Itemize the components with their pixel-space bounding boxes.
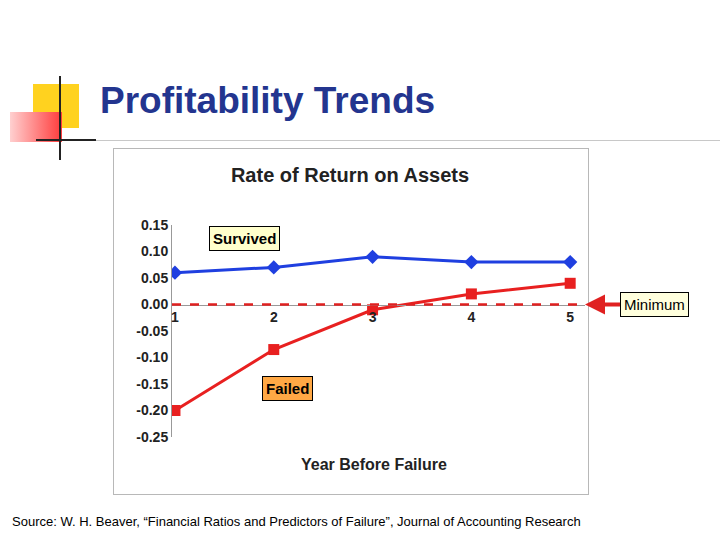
svg-text:Rate of Return on Assets: Rate of Return on Assets <box>231 164 469 186</box>
svg-text:-0.20: -0.20 <box>136 402 168 418</box>
svg-text:-0.25: -0.25 <box>136 429 168 445</box>
html-text:Profitability Trends: Profitability Trends <box>100 80 436 121</box>
svg-text:0.00: 0.00 <box>141 296 168 312</box>
svg-text:5: 5 <box>566 309 574 325</box>
svg-text:3: 3 <box>369 309 377 325</box>
svg-text:Minimum: Minimum <box>624 296 685 313</box>
svg-text:Year Before Failure: Year Before Failure <box>301 456 447 473</box>
svg-text:-0.05: -0.05 <box>136 323 168 339</box>
svg-text:Failed: Failed <box>266 380 309 397</box>
svg-text:4: 4 <box>467 309 475 325</box>
svg-text:0.10: 0.10 <box>141 243 168 259</box>
svg-text:0.05: 0.05 <box>141 270 168 286</box>
svg-text:Survived: Survived <box>213 230 276 247</box>
svg-text:2: 2 <box>270 309 278 325</box>
svg-text:0.15: 0.15 <box>141 217 168 233</box>
svg-text:-0.15: -0.15 <box>136 376 168 392</box>
html-text:Source: W. H. Beaver, “Financi: Source: W. H. Beaver, “Financial Ratios … <box>12 514 581 529</box>
svg-text:-0.10: -0.10 <box>136 349 168 365</box>
svg-text:1: 1 <box>171 309 179 325</box>
